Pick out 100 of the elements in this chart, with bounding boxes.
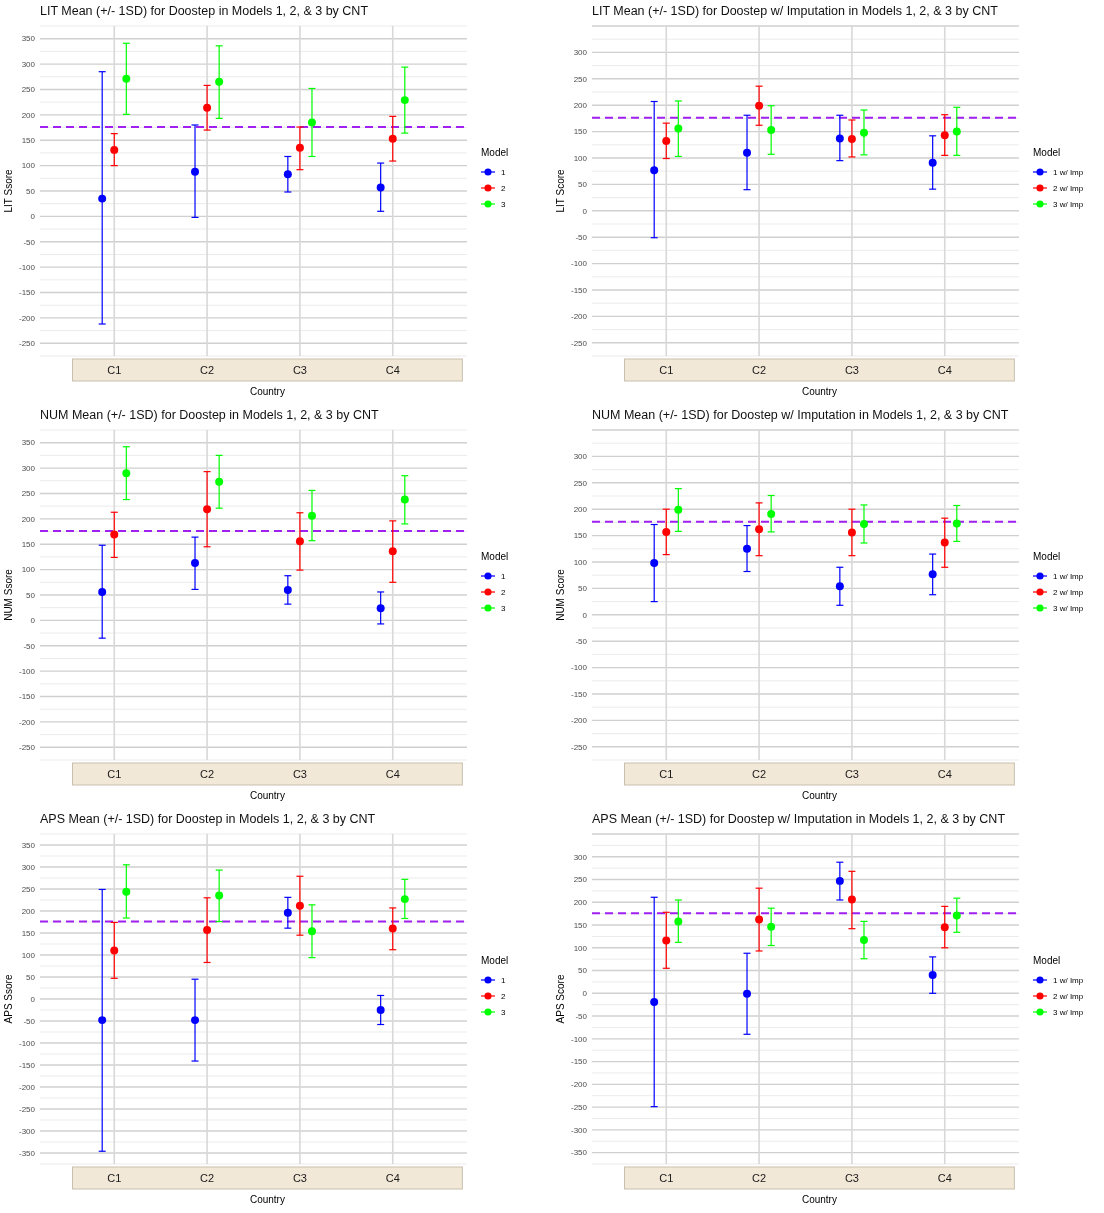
y-tick-label: 150 xyxy=(573,127,588,137)
x-axis-title: Country xyxy=(249,790,285,801)
y-axis-title: LIT Ssore xyxy=(3,168,14,213)
legend-label: 1 w/ Imp xyxy=(1053,571,1084,581)
y-tick-label: 50 xyxy=(578,180,588,190)
y-tick-label: 250 xyxy=(573,875,588,885)
legend-label: 1 w/ Imp xyxy=(1053,975,1084,985)
x-tick-label: C4 xyxy=(937,364,952,376)
y-tick-label: 350 xyxy=(21,34,36,44)
y-tick-label: -250 xyxy=(570,1102,588,1112)
y-tick-label: -150 xyxy=(18,692,36,702)
x-tick-label: C4 xyxy=(937,1172,952,1184)
chart-title: LIT Mean (+/- 1SD) for Doostep w/ Imputation in Models 1, 2, & 3 by CNT xyxy=(592,4,999,18)
y-axis-title: LIT Score xyxy=(555,168,566,213)
x-tick-label: C1 xyxy=(107,364,122,376)
legend-label: 3 w/ Imp xyxy=(1053,603,1084,613)
y-tick-label: 50 xyxy=(578,584,588,594)
y-tick-label: 300 xyxy=(573,452,588,462)
y-tick-label: 100 xyxy=(573,557,588,567)
x-tick-label: C2 xyxy=(200,364,215,376)
y-tick-label: -250 xyxy=(18,1104,36,1114)
y-tick-label: 300 xyxy=(21,463,36,473)
legend-title: Model xyxy=(481,955,509,966)
legend-title: Model xyxy=(1033,955,1061,966)
y-tick-label: -200 xyxy=(18,1082,36,1092)
y-tick-label: 350 xyxy=(21,438,36,448)
x-tick-label: C1 xyxy=(659,768,674,780)
y-tick-label: 50 xyxy=(26,590,36,600)
x-tick-label: C3 xyxy=(844,364,859,376)
legend-label: 3 xyxy=(501,1007,506,1017)
y-tick-label: 150 xyxy=(573,531,588,541)
y-tick-label: 350 xyxy=(21,840,36,850)
x-tick-label: C4 xyxy=(937,768,952,780)
y-tick-label: -200 xyxy=(18,717,36,727)
chart-title: LIT Mean (+/- 1SD) for Doostep in Models 1, 2, & 3 by CNT xyxy=(40,4,369,18)
y-axis-title: APS Score xyxy=(555,974,566,1024)
y-tick-label: 200 xyxy=(21,906,36,916)
y-tick-label: 200 xyxy=(573,898,588,908)
y-axis-title: APS Ssore xyxy=(3,974,14,1024)
y-tick-label: -200 xyxy=(570,312,588,322)
y-axis-title: NUM Ssore xyxy=(3,568,14,621)
x-tick-label: C2 xyxy=(752,364,767,376)
legend-label: 1 xyxy=(501,975,506,985)
x-tick-label: C4 xyxy=(385,364,400,376)
chart-title: APS Mean (+/- 1SD) for Doostep in Models 1, 2, & 3 by CNT xyxy=(40,812,376,826)
legend-label: 2 xyxy=(501,587,506,597)
y-tick-label: -200 xyxy=(570,716,588,726)
y-tick-label: 0 xyxy=(30,994,36,1004)
y-tick-label: 50 xyxy=(26,186,36,196)
y-tick-label: 300 xyxy=(573,852,588,862)
y-tick-label: 300 xyxy=(573,48,588,58)
y-tick-label: -150 xyxy=(570,1057,588,1067)
x-axis-title: Country xyxy=(801,790,837,801)
legend-label: 3 w/ Imp xyxy=(1053,1007,1084,1017)
x-tick-label: C2 xyxy=(200,768,215,780)
y-tick-label: -250 xyxy=(18,339,36,349)
y-tick-label: -200 xyxy=(18,313,36,323)
legend-title: Model xyxy=(1033,551,1061,562)
x-tick-label: C3 xyxy=(292,768,307,780)
x-tick-label: C1 xyxy=(107,1172,122,1184)
y-tick-label: 200 xyxy=(573,505,588,514)
y-tick-label: 150 xyxy=(21,540,36,550)
x-tick-label: C4 xyxy=(385,768,400,780)
y-tick-label: 300 xyxy=(21,862,36,872)
legend-label: 1 xyxy=(501,167,506,177)
y-tick-label: 150 xyxy=(573,920,588,930)
y-tick-label: -100 xyxy=(18,262,36,272)
y-tick-label: 150 xyxy=(21,136,36,146)
chart-title: APS Mean (+/- 1SD) for Doostep w/ Imputation in Models 1, 2, & 3 by CNT xyxy=(592,812,1006,826)
y-tick-label: -150 xyxy=(18,288,36,298)
y-tick-label: -100 xyxy=(570,259,588,269)
y-tick-label: -200 xyxy=(570,1080,588,1090)
legend-label: 2 w/ Imp xyxy=(1053,183,1084,193)
y-tick-label: 250 xyxy=(21,85,36,95)
x-tick-label: C2 xyxy=(752,768,767,780)
y-tick-label: -250 xyxy=(18,743,36,753)
y-tick-label: 100 xyxy=(573,943,588,953)
y-tick-label: 100 xyxy=(21,161,36,171)
y-tick-label: -50 xyxy=(575,1011,588,1021)
y-tick-label: -100 xyxy=(570,1034,588,1044)
x-tick-label: C2 xyxy=(752,1172,767,1184)
y-tick-label: 100 xyxy=(21,565,36,575)
y-tick-label: 0 xyxy=(582,610,588,620)
y-tick-label: -250 xyxy=(570,742,588,752)
y-tick-label: 250 xyxy=(21,884,36,894)
y-tick-label: -50 xyxy=(575,233,588,242)
x-tick-label: C3 xyxy=(292,364,307,376)
x-tick-label: C1 xyxy=(107,768,122,780)
y-tick-label: 50 xyxy=(26,972,36,982)
y-tick-label: -150 xyxy=(570,285,588,295)
legend-title: Model xyxy=(1033,147,1061,158)
y-tick-label: -50 xyxy=(575,637,588,646)
legend-label: 2 xyxy=(501,991,506,1001)
y-tick-label: 50 xyxy=(578,966,588,976)
x-tick-label: C1 xyxy=(659,1172,674,1184)
y-tick-label: 0 xyxy=(30,212,36,222)
y-tick-label: -100 xyxy=(18,1038,36,1048)
y-tick-label: -150 xyxy=(18,1060,36,1070)
legend-label: 2 xyxy=(501,183,506,193)
y-tick-label: 250 xyxy=(573,478,588,488)
